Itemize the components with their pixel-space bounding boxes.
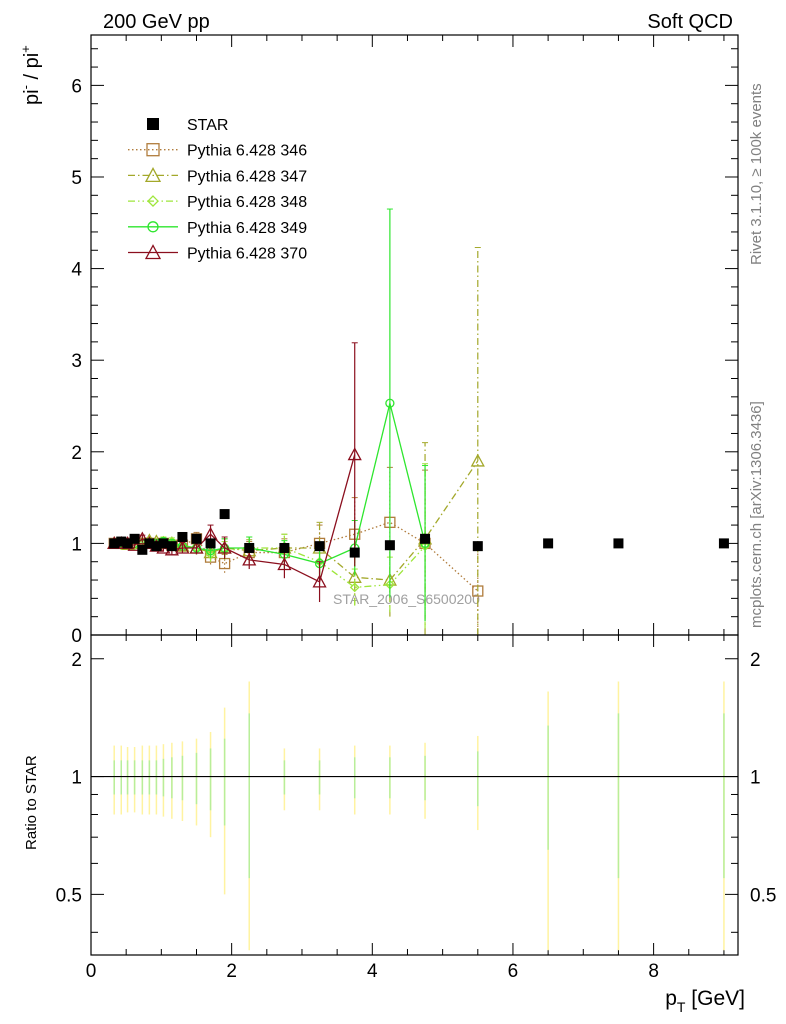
main-plot-area: 0 1 2 3 4 5 6 bbox=[71, 34, 739, 955]
marker-triangle bbox=[277, 557, 292, 571]
series-0 bbox=[108, 466, 484, 635]
main-y-tick-label: 1 bbox=[71, 534, 82, 555]
series-line bbox=[114, 521, 479, 592]
x-tick-label: 2 bbox=[226, 961, 237, 982]
ratio-y-tick-label-right: 2 bbox=[750, 650, 761, 671]
main-y-tick-label: 6 bbox=[71, 76, 82, 97]
marker-triangle bbox=[189, 540, 204, 554]
ratio-frame bbox=[90, 634, 739, 956]
marker-triangle bbox=[144, 167, 162, 183]
legend-label: Pythia 6.428 370 bbox=[187, 246, 307, 263]
star-point bbox=[191, 533, 202, 544]
main-y-tick-label: 2 bbox=[71, 443, 82, 464]
star-point bbox=[116, 536, 127, 547]
star-point bbox=[109, 538, 120, 549]
legend-item-3: Pythia 6.428 349 bbox=[128, 220, 307, 237]
marker-triangle bbox=[347, 447, 362, 461]
main-y-tick-label: 4 bbox=[71, 260, 82, 281]
marker-diamond bbox=[205, 549, 216, 560]
header-left: 200 GeV pp bbox=[103, 11, 210, 33]
x-tick-label: 6 bbox=[508, 961, 519, 982]
ratio-y-tick-label: 1 bbox=[71, 768, 82, 789]
series-1 bbox=[107, 247, 485, 635]
marker-triangle bbox=[242, 552, 257, 566]
mcplots-label: mcplots.cern.ch [arXiv:1306.3436] bbox=[748, 401, 765, 628]
star-point bbox=[279, 542, 290, 553]
header-right: Soft QCD bbox=[647, 11, 733, 33]
rivet-version-label: Rivet 3.1.10, ≥ 100k events bbox=[748, 83, 765, 265]
ratio-y-tick-label: 2 bbox=[71, 650, 82, 671]
star-point bbox=[151, 541, 162, 552]
legend-label: Pythia 6.428 349 bbox=[187, 220, 307, 237]
marker-triangle bbox=[144, 244, 162, 260]
main-y-tick-label: 0 bbox=[71, 626, 82, 647]
star-point bbox=[384, 540, 395, 551]
star-point bbox=[166, 541, 177, 552]
marker-square bbox=[146, 143, 160, 157]
marker-diamond bbox=[349, 582, 360, 593]
star-point bbox=[314, 541, 325, 552]
x-tick-label: 8 bbox=[648, 961, 659, 982]
legend-item-star: STAR bbox=[147, 117, 228, 134]
ratio-y-axis-label: Ratio to STAR bbox=[23, 755, 40, 850]
marker-circle bbox=[147, 221, 159, 233]
legend-label: Pythia 6.428 346 bbox=[187, 143, 307, 160]
star-point bbox=[129, 533, 140, 544]
legend-item-0: Pythia 6.428 346 bbox=[128, 143, 307, 160]
marker-diamond bbox=[147, 195, 159, 208]
legend-item-4: Pythia 6.428 370 bbox=[128, 244, 307, 263]
x-tick-label: 0 bbox=[86, 961, 97, 982]
star-point bbox=[244, 542, 255, 553]
star-point bbox=[613, 538, 624, 549]
legend-label: Pythia 6.428 348 bbox=[187, 194, 307, 211]
star-point bbox=[158, 538, 169, 549]
star-point bbox=[177, 531, 188, 542]
legend-item-1: Pythia 6.428 347 bbox=[128, 167, 307, 185]
marker-triangle bbox=[217, 540, 232, 554]
star-point bbox=[205, 538, 216, 549]
legend-marker-star bbox=[147, 118, 159, 130]
legend-label: Pythia 6.428 347 bbox=[187, 168, 307, 185]
star-point bbox=[472, 541, 483, 552]
marker-triangle bbox=[470, 453, 485, 467]
marker-triangle bbox=[312, 574, 327, 588]
main-y-tick-label: 3 bbox=[71, 351, 82, 372]
star-point bbox=[718, 538, 729, 549]
x-tick-label: 4 bbox=[367, 961, 378, 982]
star-point bbox=[349, 547, 360, 558]
star-point bbox=[219, 509, 230, 520]
star-point bbox=[137, 544, 148, 555]
star-point bbox=[543, 538, 554, 549]
ratio-y-tick-label: 0.5 bbox=[56, 885, 82, 906]
ratio-y-tick-label-right: 0.5 bbox=[750, 885, 776, 906]
ratio-y-tick-label-right: 1 bbox=[750, 768, 761, 789]
x-axis-label: pT [GeV] bbox=[665, 987, 745, 1015]
legend: STAR Pythia 6.428 346 Pythia 6.428 347 Pyth… bbox=[128, 117, 307, 263]
main-y-axis-label: pi- / pi+ bbox=[18, 45, 43, 105]
legend-item-2: Pythia 6.428 348 bbox=[128, 194, 307, 211]
marker-circle bbox=[385, 398, 395, 408]
star-series bbox=[109, 509, 729, 558]
star-point bbox=[420, 533, 431, 544]
analysis-watermark: STAR_2006_S6500200 bbox=[333, 591, 480, 607]
star-point bbox=[122, 538, 133, 549]
legend-label: STAR bbox=[187, 117, 228, 134]
ratio-plot-area: 0 2 4 6 8 0.5 0.5 1 1 2 2 bbox=[56, 634, 776, 982]
main-y-tick-label: 5 bbox=[71, 168, 82, 189]
star-point bbox=[144, 538, 155, 549]
series-line bbox=[114, 460, 479, 581]
marker-triangle bbox=[175, 540, 190, 554]
series-3 bbox=[109, 208, 430, 622]
